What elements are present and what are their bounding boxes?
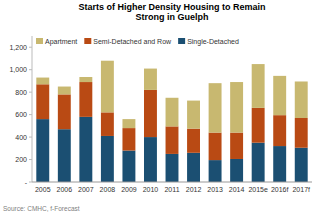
bar-segment	[122, 128, 135, 150]
bar-segment	[230, 133, 243, 159]
bar-segment	[36, 78, 49, 85]
x-tick-label: 2010	[143, 186, 159, 193]
bar-segment	[122, 151, 135, 182]
y-tick-label: 1,200	[9, 44, 27, 51]
y-tick-label: 800	[15, 89, 27, 96]
bar-segment	[166, 98, 179, 127]
title-line: Starts of Higher Density Housing to Rema…	[78, 2, 265, 12]
bar-segment	[209, 160, 222, 182]
bar-segment	[101, 112, 114, 136]
bar-segment	[252, 108, 265, 143]
bar-segment	[166, 126, 179, 154]
y-tick	[29, 182, 32, 183]
legend-swatch	[178, 38, 185, 44]
source: Source: CMHC, f-Forecast	[3, 205, 80, 212]
y-tick-label: 400	[15, 134, 27, 141]
bar-segment	[58, 129, 71, 182]
bar-segment	[187, 101, 200, 129]
bar-segment	[273, 115, 286, 146]
legend: Apartment Semi-Detached and Row Single-Det…	[36, 38, 239, 46]
bar-segment	[295, 81, 308, 118]
x-tick-label: 2007	[78, 186, 94, 193]
legend-label: Single-Detached	[187, 38, 239, 46]
legend-label: Semi-Detached and Row	[93, 38, 172, 45]
bar-segment	[144, 137, 157, 182]
title: Starts of Higher Density Housing to Rema…	[78, 2, 265, 22]
x-tick-label: 2009	[121, 186, 137, 193]
legend-label: Apartment	[45, 38, 77, 46]
legend-swatch	[36, 38, 43, 44]
bar-segment	[122, 119, 135, 128]
title-line: Strong in Guelph	[136, 12, 209, 22]
bar-segment	[36, 119, 49, 182]
bar-segment	[101, 61, 114, 113]
bar-segment	[273, 76, 286, 115]
y-tick-label: -	[25, 179, 28, 186]
chart-container: Starts of Higher Density Housing to Rema…	[0, 0, 320, 214]
legend-swatch	[84, 38, 91, 44]
x-tick-label: 2016f	[271, 186, 289, 193]
chart-svg: Starts of Higher Density Housing to Rema…	[0, 0, 320, 214]
bar-segment	[230, 159, 243, 182]
bar-segment	[295, 148, 308, 182]
bar-segment	[230, 82, 243, 133]
y-tick	[29, 137, 32, 138]
y-tick-label: 200	[15, 156, 27, 163]
bar-segment	[252, 64, 265, 108]
x-tick-label: 2017f	[292, 186, 310, 193]
x-tick-label: 2015e	[248, 186, 268, 193]
bar-segment	[36, 84, 49, 119]
bar-segment	[79, 77, 92, 82]
y-tick-label: 1,000	[9, 66, 27, 73]
x-axis-line	[32, 182, 312, 183]
x-tick-label: 2014	[229, 186, 245, 193]
y-tick	[29, 159, 32, 160]
bar-segment	[58, 87, 71, 95]
bar-segment	[58, 94, 71, 129]
bar-segment	[79, 117, 92, 182]
x-tick-label: 2006	[57, 186, 73, 193]
bar-segment	[79, 82, 92, 117]
x-tick-label: 2011	[164, 186, 179, 193]
bar-segment	[209, 83, 222, 132]
y-tick	[29, 47, 32, 48]
x-tick-label: 2012	[186, 186, 202, 193]
bars	[36, 61, 307, 182]
y-tick	[29, 69, 32, 70]
x-tick-label: 2005	[35, 186, 51, 193]
bar-segment	[252, 143, 265, 182]
bar-segment	[144, 69, 157, 90]
y-tick	[29, 92, 32, 93]
y-tick-label: 600	[15, 111, 27, 118]
x-tick-label: 2013	[207, 186, 223, 193]
bar-segment	[166, 154, 179, 182]
bar-segment	[187, 129, 200, 153]
bar-segment	[273, 146, 286, 182]
y-tick	[29, 114, 32, 115]
bar-segment	[187, 153, 200, 182]
bar-segment	[209, 133, 222, 161]
bar-segment	[101, 136, 114, 182]
bar-segment	[295, 118, 308, 148]
bar-segment	[144, 90, 157, 137]
x-tick-label: 2008	[100, 186, 116, 193]
y-axis-line	[32, 36, 33, 182]
